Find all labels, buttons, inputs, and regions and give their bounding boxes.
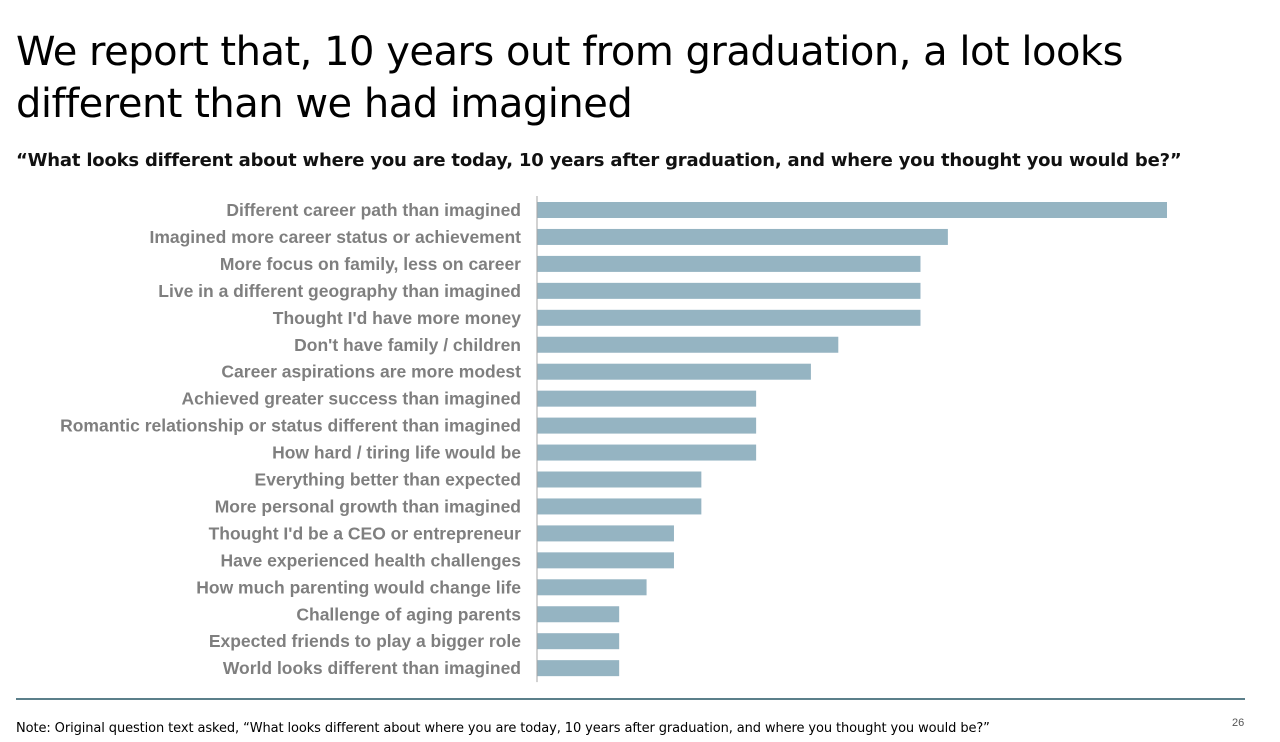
bar — [537, 606, 620, 623]
category-label: Thought I'd be a CEO or entrepreneur — [209, 523, 522, 543]
bar — [537, 363, 811, 380]
category-label: Everything better than expected — [255, 470, 521, 490]
bar — [537, 444, 757, 461]
category-label: World looks different than imagined — [223, 658, 521, 678]
slide-title: We report that, 10 years out from gradua… — [16, 29, 1123, 127]
category-label: How much parenting would change life — [196, 577, 521, 597]
category-label: Imagined more career status or achieveme… — [149, 227, 521, 247]
footer-note: Note: Original question text asked, “Wha… — [16, 721, 990, 736]
category-label: More focus on family, less on career — [220, 254, 521, 274]
survey-question-subtitle: “What looks different about where you ar… — [16, 150, 1182, 171]
bar — [537, 525, 674, 542]
bar — [537, 228, 948, 245]
category-label: Live in a different geography than imagi… — [158, 281, 521, 301]
bar — [537, 633, 620, 650]
bar — [537, 255, 921, 272]
category-label: Achieved greater success than imagined — [182, 389, 521, 409]
bar — [537, 390, 757, 407]
bar — [537, 309, 921, 326]
bars-group — [537, 202, 1167, 677]
bar — [537, 336, 839, 353]
category-label: How hard / tiring life would be — [272, 443, 521, 463]
category-label: Romantic relationship or status differen… — [60, 416, 521, 436]
category-label: More personal growth than imagined — [215, 496, 521, 516]
bar — [537, 417, 757, 434]
category-label: Career aspirations are more modest — [221, 362, 521, 382]
category-label: Have experienced health challenges — [220, 550, 521, 570]
bar — [537, 498, 702, 515]
bar — [537, 471, 702, 488]
bar — [537, 282, 921, 299]
bar-chart: Different career path than imagined Imagi… — [60, 196, 1167, 683]
category-label: Expected friends to play a bigger role — [209, 631, 521, 651]
bar — [537, 660, 620, 677]
bar — [537, 552, 674, 569]
bar — [537, 202, 1167, 218]
page-number: 26 — [1232, 717, 1245, 729]
category-label: Thought I'd have more money — [273, 308, 521, 328]
footer-divider — [16, 698, 1245, 700]
category-label: Challenge of aging parents — [296, 604, 521, 624]
category-labels-group: Different career path than imagined Imagi… — [60, 200, 521, 678]
category-label: Don't have family / children — [294, 335, 521, 355]
bar — [537, 579, 647, 596]
category-label: Different career path than imagined — [226, 200, 521, 220]
